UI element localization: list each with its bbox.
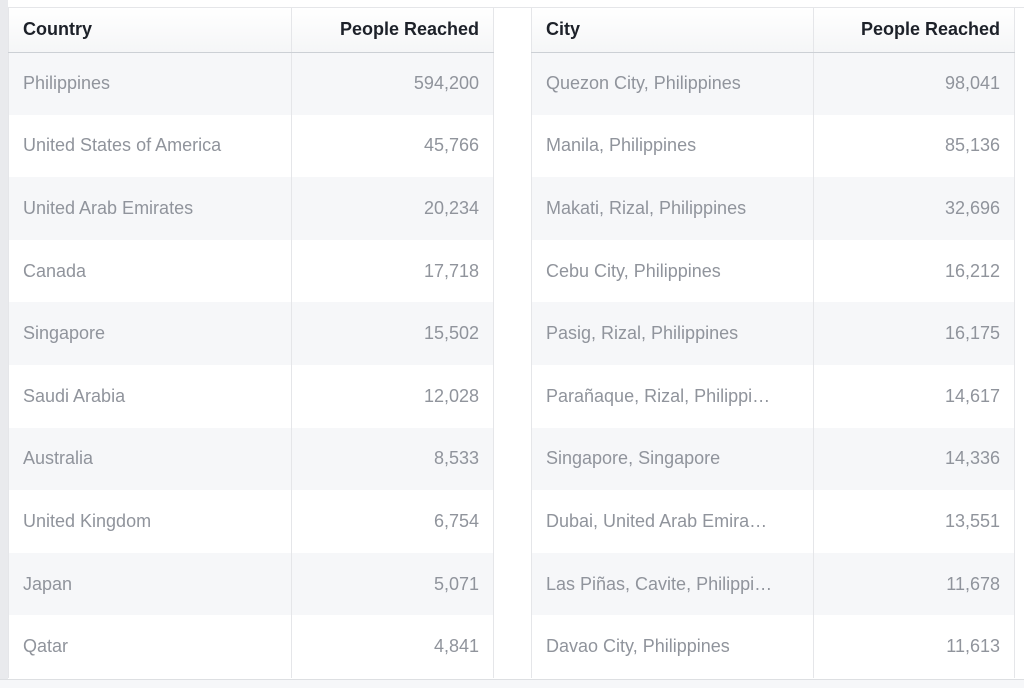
column-header-city[interactable]: City [531,8,814,53]
table-row: Pasig, Rizal, Philippines 16,175 [531,302,1015,365]
footer-strip [0,679,1024,688]
table-row: Dubai, United Arab Emira… 13,551 [531,490,1015,553]
column-header-people-reached[interactable]: People Reached [813,8,1015,53]
people-reached-value: 16,212 [944,260,1000,281]
country-name: Saudi Arabia [8,364,292,428]
people-reached-value: 594,200 [291,52,494,115]
table-row: Manila, Philippines 85,136 [531,114,1015,178]
country-name: Philippines [8,52,292,115]
column-header-people-reached[interactable]: People Reached [291,8,494,53]
city-name: Cebu City, Philippines [531,239,814,303]
people-reached-value: 15,502 [291,302,494,365]
table-row: United States of America 45,766 [8,114,494,178]
people-reached-value: 14,617 [944,385,1000,406]
country-name: United States of America [8,114,292,178]
people-reached-value: 11,613 [946,636,1000,657]
country-table: Country People Reached Philippines 594,20… [8,8,494,678]
table-row: Las Piñas, Cavite, Philippi… 11,678 [531,552,1015,616]
city-name: Manila, Philippines [531,114,814,178]
people-reached-value: 11,678 [813,552,1015,616]
country-name: Qatar [8,615,292,678]
people-reached-value: 45,766 [423,135,479,156]
city-name: Makati, Rizal, Philippines [531,177,814,240]
country-name: Singapore [8,302,292,365]
city-name: Las Piñas, Cavite, Philippi… [531,552,814,616]
country-name: United Arab Emirates [8,177,292,240]
table-row: Cebu City, Philippines 16,212 [531,239,1015,303]
table-row: Quezon City, Philippines 98,041 [531,52,1015,115]
table-row: Canada 17,718 [8,239,494,303]
people-reached-value: 98,041 [813,52,1015,115]
divider [8,7,1024,8]
table-row: Australia 8,533 [8,427,494,491]
people-reached-value: 32,696 [813,177,1015,240]
people-reached-value: 12,028 [423,385,479,406]
table-row: Parañaque, Rizal, Philippi… 14,617 [531,364,1015,428]
people-reached-value: 16,175 [813,302,1015,365]
people-reached-value: 14,336 [813,427,1015,491]
country-name: Australia [8,427,292,491]
people-reached-value: 5,071 [291,552,494,616]
table-row: Davao City, Philippines 11,613 [531,615,1015,678]
country-name: United Kingdom [8,490,292,553]
table-header-row: Country People Reached [8,8,494,53]
people-reached-value: 85,136 [944,135,1000,156]
table-header-row: City People Reached [531,8,1015,53]
table-row: Qatar 4,841 [8,615,494,678]
column-header-country[interactable]: Country [8,8,292,53]
people-reached-value: 8,533 [291,427,494,491]
people-reached-value: 4,841 [433,636,479,657]
city-name: Parañaque, Rizal, Philippi… [531,364,814,428]
table-row: Saudi Arabia 12,028 [8,364,494,428]
city-name: Davao City, Philippines [531,615,814,678]
city-name: Dubai, United Arab Emira… [531,490,814,553]
country-name: Japan [8,552,292,616]
city-name: Quezon City, Philippines [531,52,814,115]
people-reached-value: 20,234 [291,177,494,240]
table-row: United Kingdom 6,754 [8,490,494,553]
table-row: United Arab Emirates 20,234 [8,177,494,240]
country-name: Canada [8,239,292,303]
people-reached-value: 6,754 [433,510,479,531]
city-name: Singapore, Singapore [531,427,814,491]
table-row: Singapore 15,502 [8,302,494,365]
people-reached-value: 17,718 [423,260,479,281]
table-row: Singapore, Singapore 14,336 [531,427,1015,491]
city-table: City People Reached Quezon City, Philipp… [531,8,1015,678]
people-reached-value: 13,551 [944,510,1000,531]
table-row: Japan 5,071 [8,552,494,616]
city-name: Pasig, Rizal, Philippines [531,302,814,365]
table-row: Philippines 594,200 [8,52,494,115]
table-row: Makati, Rizal, Philippines 32,696 [531,177,1015,240]
page-margin [0,0,8,687]
